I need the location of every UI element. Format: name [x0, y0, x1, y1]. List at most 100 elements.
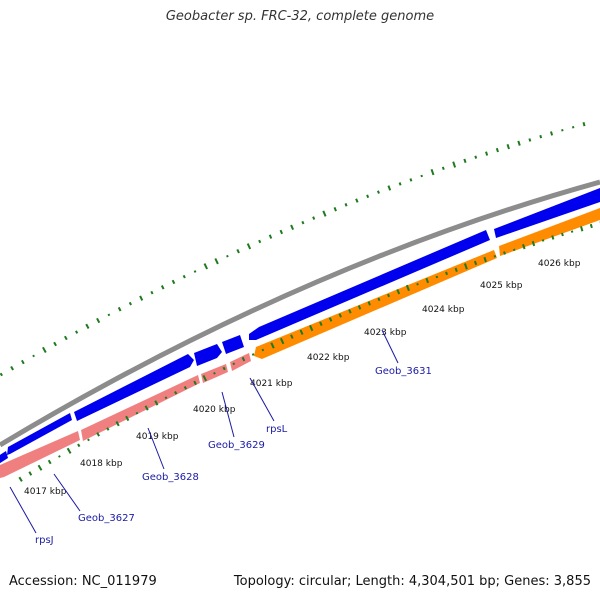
- gc-tick: [539, 134, 543, 139]
- genome-backbone: [0, 179, 600, 448]
- gc-tick: [512, 248, 516, 252]
- cds-arrow-reverse: [0, 431, 80, 478]
- gc-tick: [506, 143, 510, 150]
- gc-tick: [528, 138, 532, 142]
- genome-summary: Topology: circular; Length: 4,304,501 bp…: [233, 574, 591, 589]
- gc-tick: [589, 223, 593, 229]
- gc-tick: [213, 371, 216, 375]
- gc-tick: [144, 405, 149, 411]
- gc-inner-ticks: [18, 221, 600, 482]
- gc-tick: [355, 198, 359, 203]
- gc-tick: [405, 284, 410, 292]
- gc-tick: [77, 443, 81, 448]
- gc-tick: [53, 341, 57, 347]
- gc-tick: [376, 190, 380, 194]
- gc-tick: [387, 185, 392, 191]
- cds-arrow-forward: [249, 230, 490, 340]
- forward-strand-cds: [0, 188, 600, 464]
- accession-label: Accession: NC_011979: [9, 574, 157, 589]
- gc-tick: [117, 306, 122, 312]
- gc-tick: [268, 234, 273, 239]
- gc-tick: [493, 254, 497, 258]
- cds-arrow-forward: [494, 188, 600, 238]
- gc-tick: [279, 337, 285, 345]
- map-title: Geobacter sp. FRC-32, complete genome: [165, 9, 435, 24]
- gc-tick: [174, 391, 178, 395]
- gc-tick: [18, 476, 23, 482]
- gene-leader-line: [147, 427, 165, 470]
- gc-tick: [485, 151, 489, 156]
- gene-label-rpsj: rpsJ: [35, 535, 54, 546]
- gc-tick: [416, 282, 419, 286]
- gc-tick: [182, 274, 186, 279]
- gc-tick: [226, 254, 229, 258]
- gc-tick: [463, 158, 467, 164]
- gc-tick: [396, 289, 401, 295]
- gene-label-geob-3631: Geob_3631: [375, 366, 432, 377]
- gc-tick: [435, 275, 439, 279]
- gc-tick: [550, 131, 554, 136]
- cds-arrow-reverse: [230, 353, 251, 371]
- gc-tick: [64, 335, 68, 341]
- gene-leader-line: [249, 377, 275, 422]
- gc-tick: [367, 301, 371, 306]
- kbp-tick-label: 4026 kbp: [538, 259, 581, 269]
- kbp-tick-label: 4017 kbp: [24, 487, 67, 497]
- gc-tick: [222, 366, 226, 371]
- kbp-tick-label: 4019 kbp: [136, 432, 179, 442]
- gc-tick: [42, 346, 47, 353]
- gc-tick: [319, 321, 323, 326]
- gc-tick: [580, 226, 584, 232]
- gc-tick: [203, 263, 209, 270]
- gc-tick: [551, 235, 555, 240]
- gc-tick: [135, 411, 139, 415]
- gc-tick: [10, 366, 14, 371]
- gc-tick: [301, 220, 305, 225]
- gc-tick: [47, 459, 52, 465]
- gene-leader-line: [9, 486, 37, 534]
- gc-tick: [154, 400, 159, 406]
- gc-tick: [164, 396, 168, 400]
- gc-tick: [517, 140, 521, 146]
- gene-label-geob-3628: Geob_3628: [142, 472, 199, 483]
- gc-tick: [420, 174, 423, 178]
- gc-tick: [409, 178, 413, 182]
- gc-tick: [570, 230, 574, 233]
- kbp-scale: 4017 kbp 4018 kbp 4019 kbp 4020 kbp 4021…: [24, 259, 581, 497]
- cds-arrow-forward: [0, 451, 8, 464]
- gc-tick: [171, 279, 176, 285]
- gc-tick: [441, 166, 445, 171]
- gene-label-rpsl: rpsL: [266, 424, 288, 435]
- kbp-tick-label: 4021 kbp: [250, 379, 293, 389]
- gc-tick: [96, 432, 100, 437]
- gc-tick: [344, 203, 348, 207]
- gc-tick: [183, 386, 187, 390]
- gc-tick: [398, 182, 402, 186]
- gc-tick: [366, 194, 370, 199]
- gene-leader-line: [53, 473, 81, 512]
- gc-tick: [279, 229, 284, 235]
- gc-tick: [425, 277, 430, 284]
- gc-tick: [454, 267, 458, 273]
- gc-tick: [531, 240, 536, 247]
- gc-tick: [107, 313, 111, 317]
- gc-tick: [32, 354, 35, 358]
- gc-tick: [473, 260, 478, 266]
- gc-tick: [483, 256, 487, 263]
- gene-leader-line: [381, 329, 399, 364]
- cds-arrow-forward: [222, 335, 244, 354]
- gc-tick: [193, 270, 197, 273]
- gc-tick: [290, 224, 295, 230]
- gc-tick: [232, 362, 236, 366]
- gc-tick: [328, 317, 333, 322]
- kbp-tick-label: 4020 kbp: [193, 405, 236, 415]
- cds-arrow-forward: [194, 344, 222, 366]
- gc-tick: [377, 297, 381, 302]
- gene-label-geob-3629: Geob_3629: [208, 440, 265, 451]
- gc-tick: [246, 243, 252, 250]
- gc-tick: [150, 290, 154, 295]
- gc-tick: [106, 427, 110, 431]
- gc-tick: [338, 313, 342, 318]
- gc-tick: [85, 323, 90, 329]
